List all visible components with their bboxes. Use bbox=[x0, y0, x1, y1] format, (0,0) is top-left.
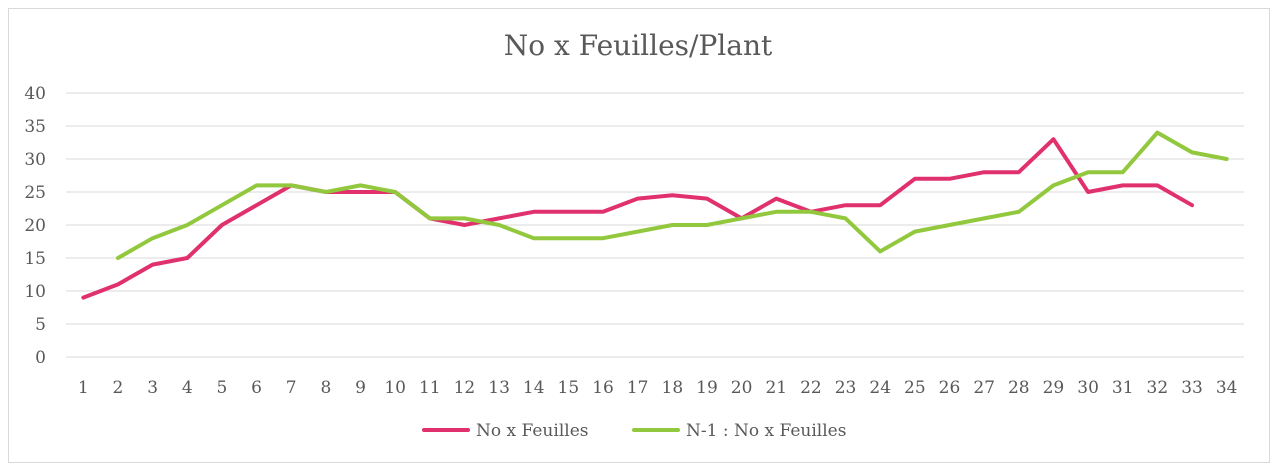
y-tick-label: 35 bbox=[24, 117, 46, 137]
x-tick-label: 15 bbox=[558, 378, 580, 398]
x-tick-label: 7 bbox=[286, 378, 297, 398]
x-tick-label: 30 bbox=[1077, 378, 1099, 398]
chart-title: No x Feuilles/Plant bbox=[504, 29, 773, 62]
y-tick-label: 10 bbox=[24, 282, 46, 302]
x-tick-label: 26 bbox=[939, 378, 961, 398]
x-tick-label: 16 bbox=[592, 378, 614, 398]
chart-frame bbox=[8, 8, 1270, 463]
x-tick-label: 23 bbox=[835, 378, 857, 398]
legend: No x Feuilles N-1 : No x Feuilles bbox=[422, 421, 846, 441]
x-tick-label: 4 bbox=[182, 378, 193, 398]
gridlines bbox=[66, 92, 1244, 358]
x-tick-label: 8 bbox=[320, 378, 331, 398]
y-tick-label: 0 bbox=[35, 348, 46, 368]
x-tick-label: 32 bbox=[1147, 378, 1169, 398]
x-tick-label: 2 bbox=[113, 378, 124, 398]
legend-label-1: N-1 : No x Feuilles bbox=[686, 421, 846, 441]
series-lines bbox=[81, 130, 1229, 300]
x-tick-label: 11 bbox=[419, 378, 441, 398]
x-tick-label: 27 bbox=[973, 378, 995, 398]
x-tick-label: 33 bbox=[1181, 378, 1203, 398]
x-tick-label: 5 bbox=[216, 378, 227, 398]
x-tick-label: 22 bbox=[800, 378, 822, 398]
x-tick-label: 14 bbox=[523, 378, 545, 398]
x-tick-label: 21 bbox=[765, 378, 787, 398]
x-tick-label: 20 bbox=[731, 378, 753, 398]
y-tick-label: 25 bbox=[24, 183, 46, 203]
series-line-1 bbox=[115, 130, 1229, 260]
y-tick-label: 5 bbox=[35, 315, 46, 335]
x-tick-label: 25 bbox=[904, 378, 926, 398]
x-tick-label: 24 bbox=[869, 378, 891, 398]
x-tick-label: 17 bbox=[627, 378, 649, 398]
y-tick-label: 15 bbox=[24, 249, 46, 269]
x-tick-label: 9 bbox=[355, 378, 366, 398]
x-tick-label: 29 bbox=[1043, 378, 1065, 398]
legend-label-0: No x Feuilles bbox=[476, 421, 588, 441]
x-tick-label: 34 bbox=[1216, 378, 1238, 398]
y-tick-label: 30 bbox=[24, 150, 46, 170]
y-tick-label: 20 bbox=[24, 216, 46, 236]
x-tick-label: 10 bbox=[384, 378, 406, 398]
x-tick-label: 1 bbox=[78, 378, 89, 398]
x-tick-label: 3 bbox=[147, 378, 158, 398]
x-axis-ticks: 1 2 3 4 5 6 7 8 9 10 11 12 13 14 15 16 17 18 19 20 21 22 23 24 2… bbox=[78, 378, 1238, 398]
x-tick-label: 18 bbox=[662, 378, 684, 398]
x-tick-label: 13 bbox=[488, 378, 510, 398]
x-tick-label: 12 bbox=[454, 378, 476, 398]
x-tick-label: 28 bbox=[1008, 378, 1030, 398]
x-tick-label: 31 bbox=[1112, 378, 1134, 398]
y-tick-label: 40 bbox=[24, 84, 46, 104]
series-line-0 bbox=[81, 137, 1195, 300]
x-tick-label: 6 bbox=[251, 378, 262, 398]
x-tick-label: 19 bbox=[696, 378, 718, 398]
y-axis-ticks: 0 5 10 15 20 25 30 35 40 bbox=[24, 84, 46, 368]
